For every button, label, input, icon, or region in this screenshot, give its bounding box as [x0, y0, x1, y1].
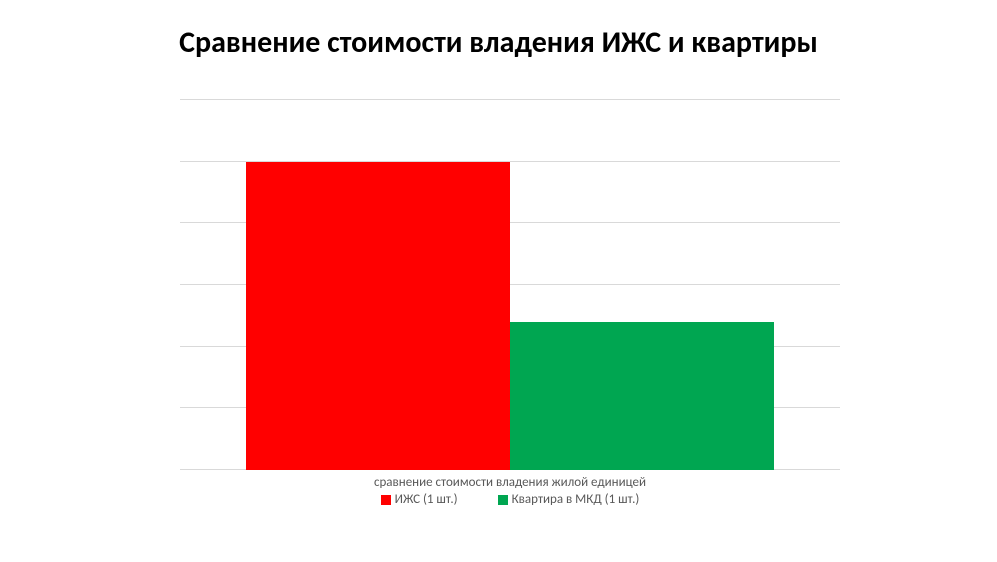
legend-swatch-icon [498, 495, 508, 505]
bar-0 [246, 162, 510, 470]
bar-1 [510, 322, 774, 470]
chart-title: Сравнение стоимости владения ИЖС и кварт… [0, 0, 997, 61]
legend-item-1: Квартира в МКД (1 шт.) [498, 492, 640, 507]
chart-container: Сравнение стоимости владения ИЖС и кварт… [0, 0, 997, 562]
chart-footer: сравнение стоимости владения жилой едини… [180, 475, 840, 510]
legend: ИЖС (1 шт.) Квартира в МКД (1 шт.) [381, 492, 640, 507]
plot-area [180, 100, 840, 470]
legend-label: ИЖС (1 шт.) [395, 492, 458, 507]
bars-group [180, 100, 840, 470]
legend-label: Квартира в МКД (1 шт.) [512, 492, 640, 507]
legend-swatch-icon [381, 495, 391, 505]
x-axis-label: сравнение стоимости владения жилой едини… [180, 475, 840, 490]
legend-item-0: ИЖС (1 шт.) [381, 492, 458, 507]
